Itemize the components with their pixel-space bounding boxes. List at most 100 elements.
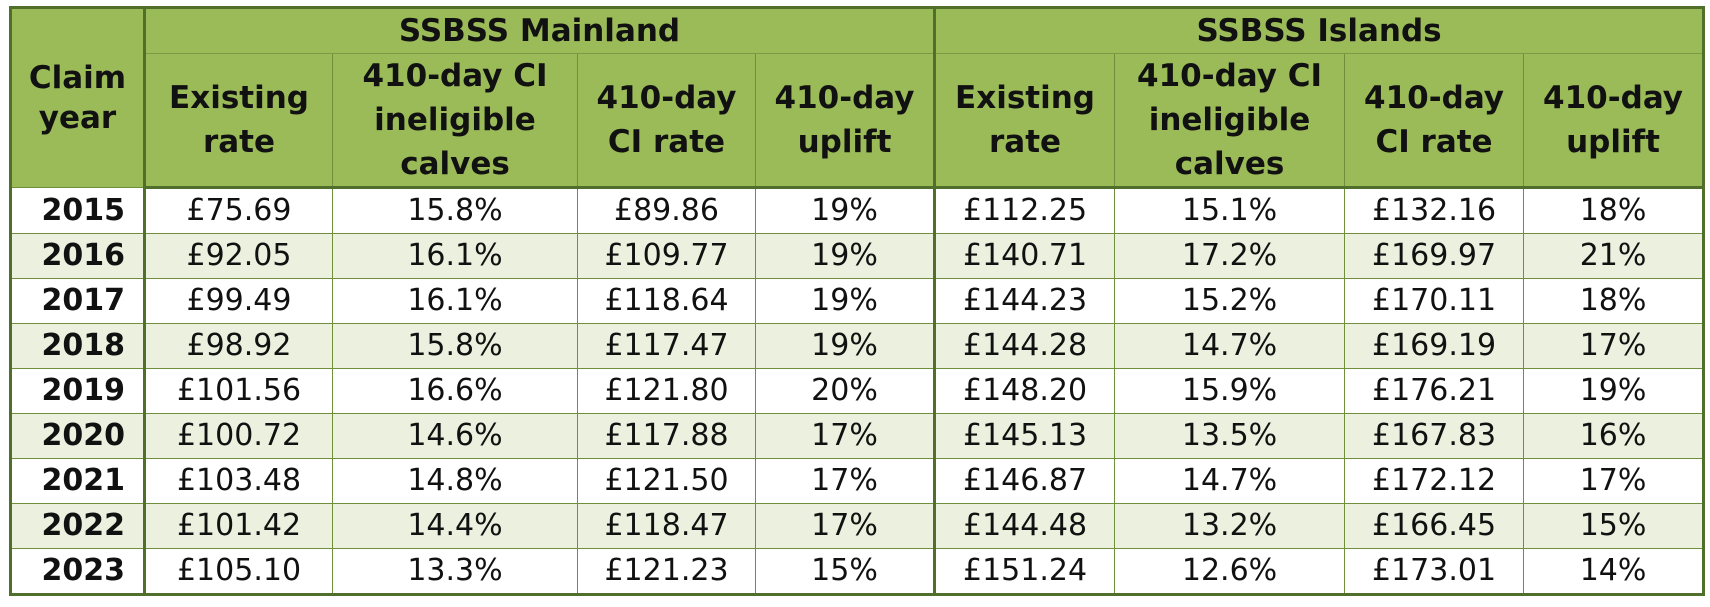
table-row: 2016 £92.05 16.1% £109.77 19% £140.71 17… xyxy=(10,233,1705,279)
islands-ci-rate-cell: £169.19 xyxy=(1344,323,1525,369)
mainland-uplift-cell: 17% xyxy=(754,458,937,504)
mainland-existing-rate-cell: £101.56 xyxy=(144,368,333,414)
mainland-ci-rate-cell: £109.77 xyxy=(577,233,756,279)
islands-ci-rate-cell: £176.21 xyxy=(1344,368,1525,414)
islands-uplift-cell: 21% xyxy=(1523,233,1705,279)
mainland-ineligible-cell: 16.1% xyxy=(332,278,578,324)
islands-ci-rate-cell: £132.16 xyxy=(1344,187,1525,234)
islands-ci-rate-cell: £169.97 xyxy=(1344,233,1525,279)
mainland-ci-rate-header: 410-day CI rate xyxy=(577,53,756,189)
islands-ci-rate-cell: £167.83 xyxy=(1344,413,1525,459)
mainland-ineligible-cell: 15.8% xyxy=(332,323,578,369)
mainland-ineligible-cell: 14.8% xyxy=(332,458,578,504)
islands-ineligible-cell: 15.9% xyxy=(1114,368,1346,414)
mainland-ci-rate-cell: £121.80 xyxy=(577,368,756,414)
islands-ci-rate-cell: £172.12 xyxy=(1344,458,1525,504)
mainland-existing-rate-cell: £103.48 xyxy=(144,458,333,504)
islands-uplift-cell: 17% xyxy=(1523,458,1705,504)
islands-uplift-cell: 18% xyxy=(1523,187,1705,234)
claim-year-cell: 2020 xyxy=(10,413,146,459)
mainland-ineligible-cell: 14.4% xyxy=(332,503,578,549)
islands-ineligible-cell: 17.2% xyxy=(1114,233,1346,279)
islands-ci-rate-cell: £166.45 xyxy=(1344,503,1525,549)
mainland-uplift-header: 410-day uplift xyxy=(754,53,937,189)
mainland-ineligible-cell: 14.6% xyxy=(332,413,578,459)
islands-uplift-cell: 15% xyxy=(1523,503,1705,549)
claim-year-cell: 2017 xyxy=(10,278,146,324)
mainland-ci-rate-cell: £118.47 xyxy=(577,503,756,549)
table-row: 2023 £105.10 13.3% £121.23 15% £151.24 1… xyxy=(10,548,1705,595)
table-row: 2020 £100.72 14.6% £117.88 17% £145.13 1… xyxy=(10,413,1705,459)
islands-existing-rate-cell: £144.48 xyxy=(934,503,1116,549)
islands-existing-rate-cell: £112.25 xyxy=(934,187,1116,234)
mainland-uplift-cell: 19% xyxy=(754,233,937,279)
islands-ineligible-cell: 13.2% xyxy=(1114,503,1346,549)
mainland-uplift-cell: 19% xyxy=(754,187,937,234)
claim-year-cell: 2023 xyxy=(10,548,146,595)
mainland-ci-rate-cell: £121.23 xyxy=(577,548,756,595)
claim-year-cell: 2019 xyxy=(10,368,146,414)
islands-uplift-cell: 17% xyxy=(1523,323,1705,369)
mainland-ci-rate-cell: £117.88 xyxy=(577,413,756,459)
islands-existing-rate-cell: £144.28 xyxy=(934,323,1116,369)
mainland-ineligible-cell: 16.1% xyxy=(332,233,578,279)
mainland-existing-rate-cell: £99.49 xyxy=(144,278,333,324)
mainland-existing-rate-cell: £101.42 xyxy=(144,503,333,549)
islands-existing-rate-cell: £146.87 xyxy=(934,458,1116,504)
islands-uplift-cell: 14% xyxy=(1523,548,1705,595)
islands-ineligible-cell: 15.2% xyxy=(1114,278,1346,324)
mainland-existing-rate-header: Existing rate xyxy=(144,53,333,189)
table-row: 2019 £101.56 16.6% £121.80 20% £148.20 1… xyxy=(10,368,1705,414)
table-row: 2018 £98.92 15.8% £117.47 19% £144.28 14… xyxy=(10,323,1705,369)
table-row: 2022 £101.42 14.4% £118.47 17% £144.48 1… xyxy=(10,503,1705,549)
mainland-existing-rate-cell: £75.69 xyxy=(144,187,333,234)
table-row: 2021 £103.48 14.8% £121.50 17% £146.87 1… xyxy=(10,458,1705,504)
islands-uplift-cell: 19% xyxy=(1523,368,1705,414)
ssbss-rates-table: Claim year SSBSS Mainland SSBSS Islands … xyxy=(9,6,1706,596)
claim-year-cell: 2022 xyxy=(10,503,146,549)
mainland-ineligible-cell: 13.3% xyxy=(332,548,578,595)
islands-group-header: SSBSS Islands xyxy=(934,7,1705,54)
claim-year-header: Claim year xyxy=(10,7,146,188)
islands-existing-rate-cell: £151.24 xyxy=(934,548,1116,595)
islands-existing-rate-cell: £148.20 xyxy=(934,368,1116,414)
islands-existing-rate-cell: £144.23 xyxy=(934,278,1116,324)
claim-year-cell: 2018 xyxy=(10,323,146,369)
table-row: 2015 £75.69 15.8% £89.86 19% £112.25 15.… xyxy=(10,187,1705,234)
mainland-existing-rate-cell: £98.92 xyxy=(144,323,333,369)
islands-ineligible-header: 410-day CI ineligible calves xyxy=(1114,53,1346,189)
mainland-uplift-cell: 17% xyxy=(754,503,937,549)
mainland-group-header: SSBSS Mainland xyxy=(143,7,937,54)
mainland-uplift-cell: 19% xyxy=(754,323,937,369)
mainland-uplift-cell: 20% xyxy=(754,368,937,414)
islands-uplift-cell: 18% xyxy=(1523,278,1705,324)
islands-existing-rate-cell: £140.71 xyxy=(934,233,1116,279)
claim-year-cell: 2015 xyxy=(10,187,146,234)
islands-ineligible-cell: 14.7% xyxy=(1114,458,1346,504)
table-row: 2017 £99.49 16.1% £118.64 19% £144.23 15… xyxy=(10,278,1705,324)
mainland-existing-rate-cell: £100.72 xyxy=(144,413,333,459)
mainland-uplift-cell: 15% xyxy=(754,548,937,595)
islands-uplift-header: 410-day uplift xyxy=(1523,53,1705,189)
header-row-columns: Existing rate 410-day CI ineligible calv… xyxy=(11,53,1705,189)
mainland-ci-rate-cell: £118.64 xyxy=(577,278,756,324)
mainland-ci-rate-cell: £89.86 xyxy=(577,187,756,234)
mainland-ineligible-cell: 15.8% xyxy=(332,187,578,234)
mainland-uplift-cell: 19% xyxy=(754,278,937,324)
mainland-ineligible-cell: 16.6% xyxy=(332,368,578,414)
header-row-groups: Claim year SSBSS Mainland SSBSS Islands xyxy=(10,7,1705,188)
mainland-existing-rate-cell: £105.10 xyxy=(144,548,333,595)
islands-ineligible-cell: 12.6% xyxy=(1114,548,1346,595)
islands-ineligible-cell: 14.7% xyxy=(1114,323,1346,369)
mainland-ci-rate-cell: £121.50 xyxy=(577,458,756,504)
islands-existing-rate-header: Existing rate xyxy=(934,53,1116,189)
islands-ci-rate-header: 410-day CI rate xyxy=(1344,53,1525,189)
islands-uplift-cell: 16% xyxy=(1523,413,1705,459)
islands-ci-rate-cell: £173.01 xyxy=(1344,548,1525,595)
mainland-existing-rate-cell: £92.05 xyxy=(144,233,333,279)
mainland-ci-rate-cell: £117.47 xyxy=(577,323,756,369)
mainland-uplift-cell: 17% xyxy=(754,413,937,459)
mainland-ineligible-header: 410-day CI ineligible calves xyxy=(332,53,578,189)
islands-existing-rate-cell: £145.13 xyxy=(934,413,1116,459)
islands-ci-rate-cell: £170.11 xyxy=(1344,278,1525,324)
